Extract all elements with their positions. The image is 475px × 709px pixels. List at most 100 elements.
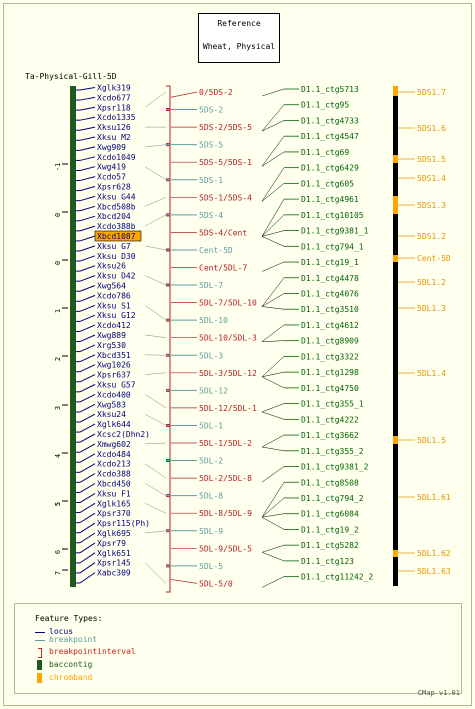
breakpoint-label[interactable]: 5DS-5 — [199, 141, 223, 150]
locus-label[interactable]: Xpsr115(Ph) — [97, 519, 150, 528]
contig-label[interactable]: D1.1_ctg4222 — [301, 415, 359, 424]
locus-label[interactable]: Xpsr79 — [97, 539, 126, 548]
breakpoint-interval-bracket[interactable] — [166, 180, 171, 215]
chromband-bar[interactable] — [393, 86, 398, 586]
locus-label[interactable]: Xcdo484 — [97, 450, 131, 459]
chromband-label[interactable]: 5DL1.3 — [417, 304, 446, 313]
breakpoint-interval-bracket[interactable] — [166, 531, 171, 566]
breakpoint-interval-bracket[interactable] — [166, 215, 171, 250]
chromosome-bar[interactable] — [70, 86, 76, 587]
interval-label[interactable]: Cent/5DL-7 — [199, 264, 247, 273]
locus-label[interactable]: Xbcd204 — [97, 212, 131, 221]
interval-label[interactable]: 5DS-2/5DS-5 — [199, 123, 252, 132]
contig-label[interactable]: D1.1_ctg69 — [301, 148, 349, 157]
contig-label[interactable]: D1.1_ctg4547 — [301, 132, 359, 141]
locus-label[interactable]: Xglk695 — [97, 529, 131, 538]
interval-label[interactable]: 5DL-8/5DL-9 — [199, 509, 252, 518]
contig-label[interactable]: D1.1_ctg4733 — [301, 116, 359, 125]
breakpoint-label[interactable]: 5DL-7 — [199, 281, 223, 290]
locus-label[interactable]: Xrg530 — [97, 341, 126, 350]
interval-label[interactable]: 5DL-10/5DL-3 — [199, 334, 257, 343]
chromband-label[interactable]: 5DL1.62 — [417, 549, 451, 558]
locus-label[interactable]: Xksu24 — [97, 410, 126, 419]
locus-label[interactable]: Xpsr637 — [97, 371, 131, 380]
locus-label[interactable]: Xksu D30 — [97, 252, 136, 261]
breakpoint-interval-bracket[interactable] — [166, 461, 171, 496]
contig-label[interactable]: D1.1_ctg8508 — [301, 478, 359, 487]
locus-label[interactable]: Xbcd450 — [97, 480, 131, 489]
locus-label[interactable]: Xglk165 — [97, 499, 131, 508]
contig-label[interactable]: D1.1_ctg1298 — [301, 368, 359, 377]
chromband-label[interactable]: 5DL1.63 — [417, 567, 451, 576]
locus-label[interactable]: Xbcd1087 — [97, 232, 136, 241]
interval-label[interactable]: 5DS-1/5DS-4 — [199, 193, 252, 202]
contig-label[interactable]: D1.1_ctg19_2 — [301, 525, 359, 534]
breakpoint-interval-bracket[interactable] — [166, 250, 171, 285]
locus-label[interactable]: Xksu126 — [97, 123, 131, 132]
interval-label[interactable]: 5DL-1/5DL-2 — [199, 439, 252, 448]
locus-label[interactable]: Xwg909 — [97, 143, 126, 152]
contig-label[interactable]: D1.1_ctg355_2 — [301, 447, 364, 456]
contig-label[interactable]: D1.1_ctg95 — [301, 101, 349, 110]
chromband-label[interactable]: 5DS1.3 — [417, 201, 446, 210]
locus-label[interactable]: Xcdo213 — [97, 460, 131, 469]
interval-label[interactable]: 5DS-5/5DS-1 — [199, 158, 252, 167]
contig-label[interactable]: D1.1_ctg355_1 — [301, 400, 364, 409]
interval-label[interactable]: 5DL-5/0 — [199, 579, 233, 588]
breakpoint-interval-bracket[interactable] — [166, 145, 171, 180]
locus-label[interactable]: Xcdo786 — [97, 291, 131, 300]
chromband-label[interactable]: 5DL1.4 — [417, 369, 446, 378]
interval-label[interactable]: 5DS-4/Cent — [199, 228, 247, 237]
locus-label[interactable]: Xcdo388 — [97, 470, 131, 479]
chromband-label[interactable]: 5DS1.5 — [417, 155, 446, 164]
locus-label[interactable]: Xksu26 — [97, 262, 126, 271]
interval-label[interactable]: 0/5DS-2 — [199, 88, 233, 97]
breakpoint-label[interactable]: 5DL-8 — [199, 492, 223, 501]
breakpoint-interval-bracket[interactable] — [166, 355, 171, 390]
contig-label[interactable]: D1.1_ctg9381_2 — [301, 463, 369, 472]
contig-label[interactable]: D1.1_ctg4750 — [301, 384, 359, 393]
locus-label[interactable]: Xpsr370 — [97, 509, 131, 518]
interval-label[interactable]: 5DL-7/5DL-10 — [199, 299, 257, 308]
contig-label[interactable]: D1.1_ctg10105 — [301, 211, 364, 220]
locus-label[interactable]: Xwg889 — [97, 331, 126, 340]
breakpoint-interval-bracket[interactable] — [166, 390, 171, 425]
locus-label[interactable]: Xwg583 — [97, 400, 126, 409]
locus-label[interactable]: Xpsr628 — [97, 183, 131, 192]
locus-label[interactable]: Xcdo677 — [97, 93, 131, 102]
breakpoint-interval-bracket[interactable] — [166, 85, 171, 110]
contig-label[interactable]: D1.1_ctg4961 — [301, 195, 359, 204]
contig-label[interactable]: D1.1_ctg5713 — [301, 85, 359, 94]
chromband-label[interactable]: 5DS1.6 — [417, 124, 446, 133]
locus-label[interactable]: Xbcd508b — [97, 202, 136, 211]
locus-label[interactable]: Xwg1026 — [97, 361, 131, 370]
locus-label[interactable]: Xglk651 — [97, 549, 131, 558]
interval-label[interactable]: 5DL-12/5DL-1 — [199, 404, 257, 413]
contig-label[interactable]: D1.1_ctg8909 — [301, 337, 359, 346]
breakpoint-label[interactable]: 5DS-4 — [199, 211, 223, 220]
map-title[interactable]: Ta-Physical-Gill-5D — [25, 72, 117, 81]
contig-label[interactable]: D1.1_ctg3510 — [301, 305, 359, 314]
chromband-label[interactable]: 5DL1.61 — [417, 493, 451, 502]
locus-label[interactable]: Xksu G44 — [97, 192, 136, 201]
contig-label[interactable]: D1.1_ctg5282 — [301, 541, 359, 550]
breakpoint-label[interactable]: 5DL-12 — [199, 386, 228, 395]
locus-label[interactable]: Xcdo57 — [97, 173, 126, 182]
breakpoint-interval-bracket[interactable] — [166, 566, 171, 593]
chromband-segment[interactable] — [393, 86, 398, 96]
chromband-segment[interactable] — [393, 155, 398, 163]
locus-label[interactable]: Xglk319 — [97, 84, 131, 93]
locus-label[interactable]: Xksu M2 — [97, 133, 131, 142]
locus-label[interactable]: Xksu D42 — [97, 272, 136, 281]
contig-label[interactable]: D1.1_ctg19_1 — [301, 258, 359, 267]
chromband-label[interactable]: Cent-5D — [417, 254, 451, 263]
locus-label[interactable]: Xcsc2(Dhn2) — [97, 430, 150, 439]
locus-label[interactable]: Xglk644 — [97, 420, 131, 429]
chromband-label[interactable]: 5DS1.4 — [417, 174, 446, 183]
locus-label[interactable]: Xcdo400 — [97, 390, 131, 399]
locus-label[interactable]: Xwg564 — [97, 282, 126, 291]
breakpoint-interval-bracket[interactable] — [166, 496, 171, 531]
chromband-label[interactable]: 5DS1.2 — [417, 232, 446, 241]
interval-label[interactable]: 5DL-3/5DL-12 — [199, 369, 257, 378]
locus-label[interactable]: Xcdo388b — [97, 222, 136, 231]
